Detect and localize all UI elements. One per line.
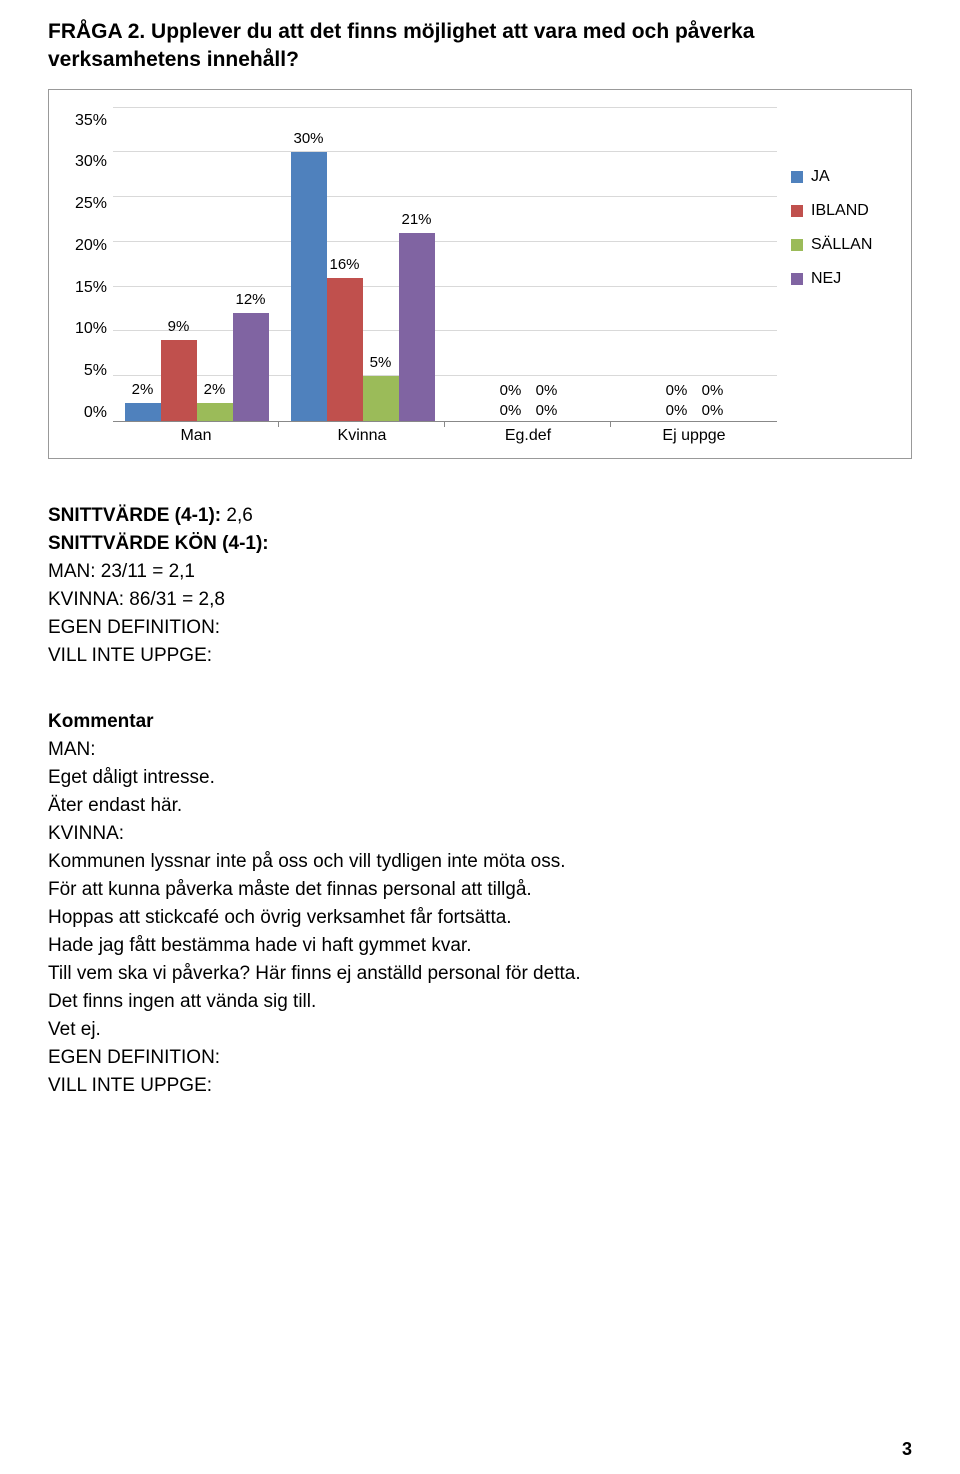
bar-value-label: 0% bbox=[666, 382, 688, 399]
legend-label: IBLAND bbox=[811, 202, 869, 220]
comment-line: Hade jag fått bestämma hade vi haft gymm… bbox=[48, 935, 912, 957]
bar-value-label: 12% bbox=[235, 291, 265, 308]
bar-group: 30%16%5%21% bbox=[279, 108, 445, 421]
comment-egendef: EGEN DEFINITION: bbox=[48, 1047, 912, 1069]
y-tick: 25% bbox=[63, 195, 107, 213]
bar-value-label: 16% bbox=[329, 256, 359, 273]
bar-value-label: 21% bbox=[401, 211, 431, 228]
bar-value-label: 0% bbox=[702, 402, 724, 419]
y-tick: 35% bbox=[63, 112, 107, 130]
bar: 12% bbox=[233, 313, 269, 420]
commentary-block: Kommentar MAN: Eget dåligt intresse. Äter… bbox=[48, 711, 912, 1097]
bar-value-label: 5% bbox=[370, 354, 392, 371]
bar-value-label: 9% bbox=[168, 318, 190, 335]
snitt-label: SNITTVÄRDE (4-1): bbox=[48, 505, 221, 526]
bar-group: 0% 0% 0% 0% bbox=[445, 108, 611, 421]
chart-container: 0%5%10%15%20%25%30%35% 2%9%2%12%30%16%5%… bbox=[48, 89, 912, 459]
y-axis: 0% 5% 10% 15% 20% 25% 30% 35% bbox=[63, 108, 113, 450]
question-title: FRÅGA 2. Upplever du att det finns möjli… bbox=[48, 18, 912, 75]
legend-item: SÄLLAN bbox=[791, 236, 897, 254]
snitt-kon-label: SNITTVÄRDE KÖN (4-1): bbox=[48, 533, 912, 555]
bar-value-label: 30% bbox=[293, 130, 323, 147]
bar-value-label: 0% bbox=[536, 402, 558, 419]
legend-swatch bbox=[791, 205, 803, 217]
comment-line: För att kunna påverka måste det finnas p… bbox=[48, 879, 912, 901]
legend-swatch bbox=[791, 239, 803, 251]
y-tick: 20% bbox=[63, 237, 107, 255]
bar: 5% bbox=[363, 376, 399, 421]
bar-group: 2%9%2%12% bbox=[113, 108, 279, 421]
x-axis-label: Eg.def bbox=[445, 427, 611, 445]
bar-value-label: 0% bbox=[702, 382, 724, 399]
legend-item: IBLAND bbox=[791, 202, 897, 220]
x-axis-label: Man bbox=[113, 427, 279, 445]
comment-line: Äter endast här. bbox=[48, 795, 912, 817]
snitt-value: 2,6 bbox=[226, 505, 252, 526]
comment-villinte: VILL INTE UPPGE: bbox=[48, 1075, 912, 1097]
comment-line: Hoppas att stickcafé och övrig verksamhe… bbox=[48, 907, 912, 929]
legend-label: SÄLLAN bbox=[811, 236, 872, 254]
legend-item: JA bbox=[791, 168, 897, 186]
legend-swatch bbox=[791, 273, 803, 285]
commentary-header: Kommentar bbox=[48, 711, 912, 733]
bar: 21% bbox=[399, 233, 435, 421]
chart-legend: JA IBLAND SÄLLAN NEJ bbox=[777, 108, 897, 450]
stats-block: SNITTVÄRDE (4-1): 2,6 SNITTVÄRDE KÖN (4-… bbox=[48, 505, 912, 667]
y-tick: 15% bbox=[63, 279, 107, 297]
legend-swatch bbox=[791, 171, 803, 183]
y-tick: 30% bbox=[63, 153, 107, 171]
stats-egendef: EGEN DEFINITION: bbox=[48, 617, 912, 639]
bar-value-label: 0% bbox=[536, 382, 558, 399]
bar-value-label: 2% bbox=[204, 381, 226, 398]
comment-kvinna-label: KVINNA: bbox=[48, 823, 912, 845]
bar-group: 0% 0% 0% 0% bbox=[611, 108, 777, 421]
bar: 30% bbox=[291, 152, 327, 420]
stats-kvinna: KVINNA: 86/31 = 2,8 bbox=[48, 589, 912, 611]
bar: 16% bbox=[327, 278, 363, 421]
legend-label: JA bbox=[811, 168, 830, 186]
comment-line: Vet ej. bbox=[48, 1019, 912, 1041]
stats-villinte: VILL INTE UPPGE: bbox=[48, 645, 912, 667]
stats-man: MAN: 23/11 = 2,1 bbox=[48, 561, 912, 583]
comment-line: Till vem ska vi påverka? Här finns ej an… bbox=[48, 963, 912, 985]
x-axis-label: Ej uppge bbox=[611, 427, 777, 445]
bar: 9% bbox=[161, 340, 197, 420]
y-tick: 5% bbox=[63, 362, 107, 380]
y-tick: 0% bbox=[63, 404, 107, 422]
bar: 2% bbox=[125, 403, 161, 421]
legend-item: NEJ bbox=[791, 270, 897, 288]
bar-value-label: 0% bbox=[500, 382, 522, 399]
y-tick: 10% bbox=[63, 320, 107, 338]
bar: 2% bbox=[197, 403, 233, 421]
page-number: 3 bbox=[902, 1439, 912, 1460]
bar-value-label: 0% bbox=[500, 402, 522, 419]
comment-man-label: MAN: bbox=[48, 739, 912, 761]
comment-line: Eget dåligt intresse. bbox=[48, 767, 912, 789]
comment-line: Det finns ingen att vända sig till. bbox=[48, 991, 912, 1013]
bar-value-label: 2% bbox=[132, 381, 154, 398]
x-axis-label: Kvinna bbox=[279, 427, 445, 445]
legend-label: NEJ bbox=[811, 270, 841, 288]
comment-line: Kommunen lyssnar inte på oss och vill ty… bbox=[48, 851, 912, 873]
chart-plot: 2%9%2%12%30%16%5%21%0%0%0%0%0%0%0%0% bbox=[113, 108, 777, 422]
bar-value-label: 0% bbox=[666, 402, 688, 419]
x-axis-labels: ManKvinnaEg.defEj uppge bbox=[113, 422, 777, 450]
